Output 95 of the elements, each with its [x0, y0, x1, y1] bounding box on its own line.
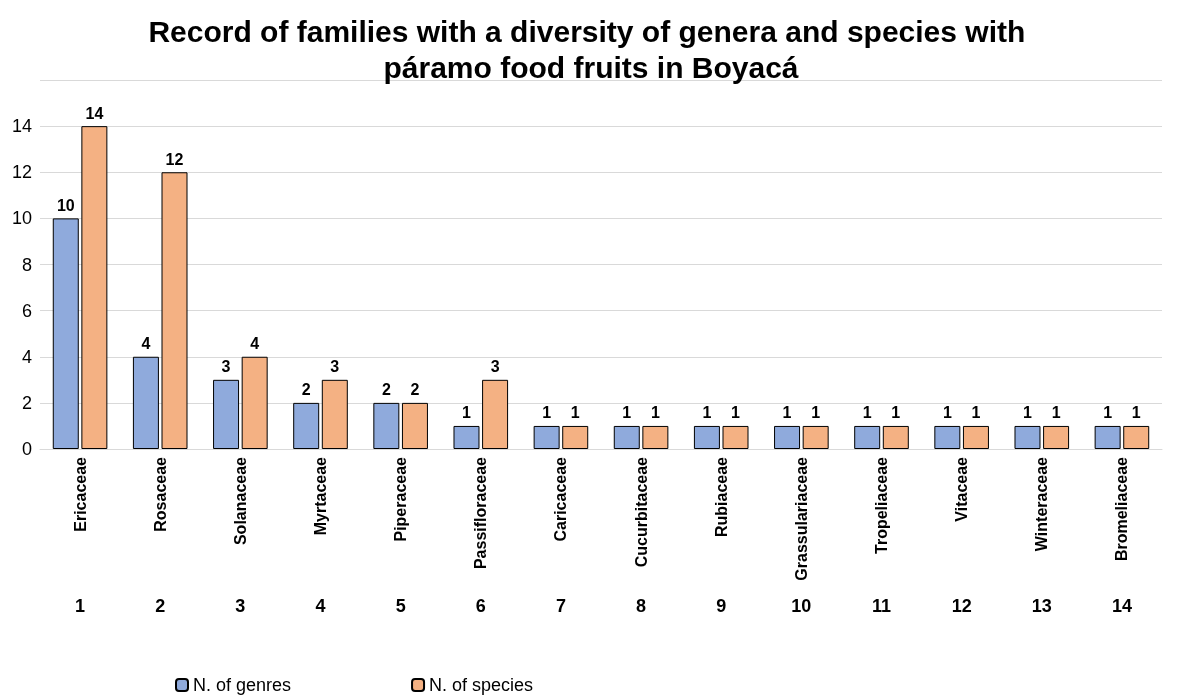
bar — [373, 402, 400, 449]
data-label: 1 — [1103, 404, 1113, 422]
bar — [1014, 425, 1041, 449]
data-label: 2 — [381, 381, 391, 399]
y-tick-label: 14 — [11, 116, 32, 137]
chart-title: Record of families with a diversity of genera and species with páramo food fruits in Boyacá — [148, 14, 1034, 84]
x-tick-label: Vitaceae — [953, 456, 971, 522]
data-label: 1 — [1051, 404, 1061, 422]
x-tick-label: Caricaceae — [552, 456, 570, 542]
bar — [962, 425, 989, 449]
text: 11 — [871, 596, 892, 616]
y-tick-label: 2 — [21, 392, 32, 413]
data-label: 1 — [942, 404, 952, 422]
data-label: 4 — [141, 335, 151, 353]
text: 9 — [716, 596, 727, 616]
x-tick-label: Piperaceae — [392, 456, 410, 542]
x-tick-label: Rubiaceae — [712, 456, 730, 538]
data-label: 1 — [462, 404, 472, 422]
y-tick-label: 10 — [11, 208, 32, 229]
text: 5 — [395, 596, 406, 616]
bar — [453, 425, 480, 449]
data-label: 1 — [1023, 404, 1033, 422]
bar — [934, 425, 961, 449]
data-label: 10 — [56, 196, 75, 214]
bar — [293, 402, 320, 449]
bar — [213, 379, 240, 449]
data-label: 3 — [330, 358, 340, 376]
bar — [774, 425, 801, 449]
text: 3 — [235, 596, 246, 616]
data-label: 1 — [862, 404, 872, 422]
data-label: 1 — [622, 404, 632, 422]
bar — [241, 356, 268, 449]
bar — [1123, 425, 1150, 449]
data-label: 1 — [731, 404, 741, 422]
data-label: 12 — [165, 150, 184, 168]
data-label: 3 — [490, 358, 500, 376]
text: 6 — [475, 596, 486, 616]
text: 1 — [75, 596, 86, 616]
bar — [693, 425, 720, 449]
data-label: 3 — [221, 358, 231, 376]
bar — [882, 425, 909, 449]
data-label: 1 — [570, 404, 580, 422]
bar — [161, 172, 188, 449]
x-tick-label: Winteraceae — [1033, 456, 1051, 552]
bar — [802, 425, 829, 449]
bar — [81, 126, 108, 449]
data-label: 1 — [650, 404, 660, 422]
x-tick-label: Cucurbitaceae — [632, 456, 650, 568]
data-label: 4 — [250, 335, 260, 353]
bar — [613, 425, 640, 449]
text: 10 — [791, 596, 812, 616]
x-tick-label: Solanaceae — [231, 456, 249, 546]
data-label: 2 — [301, 381, 311, 399]
x-tick-label: Grassulariaceae — [792, 456, 810, 581]
bar — [642, 425, 669, 449]
legend-label: N. of species — [429, 675, 534, 695]
x-tick-label: Ericaceae — [71, 456, 89, 532]
x-tick-label: Passifloraceae — [472, 456, 490, 570]
text: 7 — [555, 596, 566, 616]
data-label: 1 — [1131, 404, 1141, 422]
bar — [132, 356, 159, 449]
text: 12 — [951, 596, 972, 616]
data-label: 1 — [971, 404, 981, 422]
x-tick-label: Myrtaceae — [312, 456, 329, 536]
data-label: 2 — [410, 381, 420, 399]
text: 8 — [636, 596, 647, 616]
bar — [1094, 425, 1121, 449]
bar — [52, 218, 79, 449]
text: 13 — [1031, 596, 1052, 616]
legend-label: N. of genres — [193, 675, 292, 695]
data-label: 14 — [85, 104, 104, 122]
x-tick-label: Tropeliaceae — [873, 456, 890, 554]
data-label: 1 — [811, 404, 821, 422]
bar — [562, 425, 589, 449]
text: 2 — [155, 596, 166, 616]
bar — [533, 425, 560, 449]
bar — [1043, 425, 1070, 449]
bar — [401, 402, 428, 449]
bar — [482, 379, 509, 449]
text: 14 — [1111, 596, 1132, 616]
data-label: 1 — [782, 404, 792, 422]
bar — [722, 425, 749, 449]
text: 4 — [315, 596, 326, 616]
y-tick-label: 0 — [21, 439, 32, 459]
x-tick-label: Bromeliaceae — [1113, 456, 1131, 562]
data-label: 1 — [702, 404, 712, 422]
data-label: 1 — [542, 404, 552, 422]
bar — [854, 425, 881, 449]
bar — [321, 379, 348, 449]
y-tick-label: 12 — [11, 162, 32, 183]
y-tick-label: 4 — [21, 346, 32, 367]
y-tick-label: 8 — [21, 254, 32, 275]
data-label: 1 — [891, 404, 901, 422]
x-tick-label: Rosaceae — [151, 456, 169, 532]
y-tick-label: 6 — [21, 300, 32, 321]
